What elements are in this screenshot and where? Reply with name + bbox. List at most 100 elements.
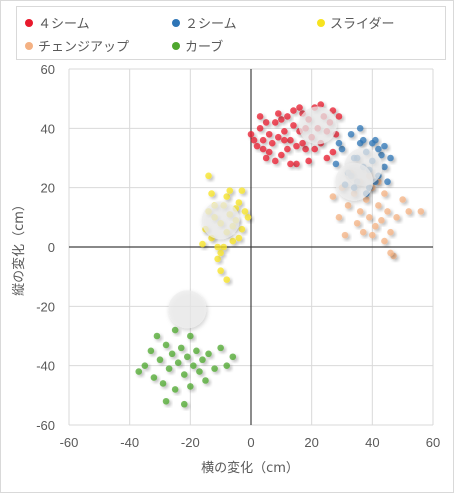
data-point bbox=[284, 145, 291, 153]
data-point bbox=[299, 139, 306, 147]
data-point bbox=[417, 208, 425, 215]
data-point bbox=[259, 145, 267, 153]
data-point bbox=[405, 208, 413, 215]
data-point bbox=[226, 187, 234, 194]
data-point bbox=[244, 214, 252, 221]
data-point bbox=[135, 368, 143, 375]
y-tick-label: -20 bbox=[36, 299, 55, 314]
data-point bbox=[290, 107, 297, 114]
data-point bbox=[271, 119, 279, 126]
data-point bbox=[293, 160, 300, 168]
mean-marker bbox=[298, 106, 337, 145]
legend-item-slider: スライダー bbox=[317, 13, 394, 32]
data-point bbox=[366, 214, 373, 221]
mean-marker bbox=[335, 162, 374, 201]
data-point bbox=[168, 350, 176, 358]
data-point bbox=[378, 151, 385, 159]
legend-item-2seam: ２シーム bbox=[172, 13, 237, 32]
data-point bbox=[217, 344, 224, 352]
data-point bbox=[220, 243, 227, 251]
data-point bbox=[214, 243, 221, 251]
legend-marker-4seam bbox=[25, 18, 33, 27]
data-point bbox=[268, 139, 276, 147]
data-point bbox=[162, 341, 170, 349]
data-point bbox=[335, 214, 343, 221]
x-tick-label: -40 bbox=[120, 435, 139, 450]
legend-marker-slider bbox=[317, 18, 325, 27]
data-point bbox=[323, 154, 331, 162]
data-point bbox=[281, 128, 288, 135]
y-tick-label: -40 bbox=[36, 359, 55, 374]
legend-label-curve: カーブ bbox=[185, 40, 224, 55]
data-point bbox=[275, 133, 282, 141]
data-point bbox=[205, 350, 212, 358]
data-point bbox=[208, 190, 215, 197]
data-point bbox=[341, 231, 349, 239]
data-point bbox=[235, 234, 243, 242]
data-point bbox=[399, 196, 406, 203]
data-point bbox=[332, 160, 340, 168]
data-point bbox=[259, 136, 267, 144]
data-point bbox=[217, 249, 224, 257]
mean-marker bbox=[168, 290, 207, 329]
data-points bbox=[135, 101, 425, 408]
data-point bbox=[287, 136, 294, 144]
x-tick-label: -20 bbox=[181, 435, 200, 450]
mean-marker bbox=[201, 201, 240, 240]
data-point bbox=[335, 139, 343, 147]
x-tick-label: 20 bbox=[304, 435, 318, 450]
data-point bbox=[353, 219, 361, 227]
y-tick-label: 0 bbox=[48, 240, 55, 255]
data-point bbox=[250, 136, 258, 144]
data-point bbox=[275, 110, 282, 117]
data-point bbox=[150, 374, 158, 381]
data-point bbox=[381, 163, 388, 171]
data-point bbox=[262, 119, 270, 126]
data-point bbox=[369, 231, 376, 239]
data-point bbox=[159, 380, 167, 387]
data-point bbox=[381, 237, 388, 245]
data-point bbox=[356, 208, 364, 215]
legend-label-2seam: ２シーム bbox=[185, 17, 237, 32]
data-point bbox=[238, 225, 246, 233]
y-tick-label: 40 bbox=[41, 121, 55, 136]
data-point bbox=[187, 332, 194, 340]
data-point bbox=[174, 359, 182, 367]
data-point bbox=[271, 157, 279, 165]
data-point bbox=[384, 178, 391, 186]
data-point bbox=[256, 113, 264, 120]
data-point bbox=[253, 142, 261, 150]
x-tick-label: -60 bbox=[60, 435, 79, 450]
data-point bbox=[238, 187, 246, 194]
data-point bbox=[369, 139, 376, 147]
data-point bbox=[378, 217, 385, 224]
legend-marker-2seam bbox=[172, 18, 180, 27]
data-point bbox=[229, 353, 237, 361]
data-point bbox=[262, 154, 270, 162]
x-tick-labels: -60 -40 -20 0 20 40 60 bbox=[60, 435, 441, 450]
data-point bbox=[393, 214, 400, 221]
data-point bbox=[338, 145, 346, 153]
data-point bbox=[375, 145, 382, 153]
data-point bbox=[317, 101, 325, 108]
data-point bbox=[287, 160, 294, 168]
y-tick-label: 20 bbox=[41, 181, 55, 196]
data-point bbox=[229, 237, 237, 245]
y-tick-label: 60 bbox=[41, 62, 55, 77]
data-point bbox=[177, 344, 185, 352]
data-point bbox=[184, 353, 191, 361]
data-point bbox=[381, 142, 388, 150]
legend-marker-curve bbox=[172, 41, 180, 50]
data-point bbox=[199, 356, 206, 364]
data-point bbox=[278, 116, 285, 123]
data-point bbox=[205, 172, 212, 180]
data-point bbox=[372, 222, 379, 230]
legend: ４シーム ２シーム スライダー チェンジアップ カーブ bbox=[16, 6, 446, 60]
mean-markers bbox=[168, 106, 383, 329]
x-tick-label: 60 bbox=[426, 435, 440, 450]
data-point bbox=[290, 122, 297, 129]
zero-axes bbox=[69, 69, 433, 425]
data-point bbox=[356, 125, 364, 132]
